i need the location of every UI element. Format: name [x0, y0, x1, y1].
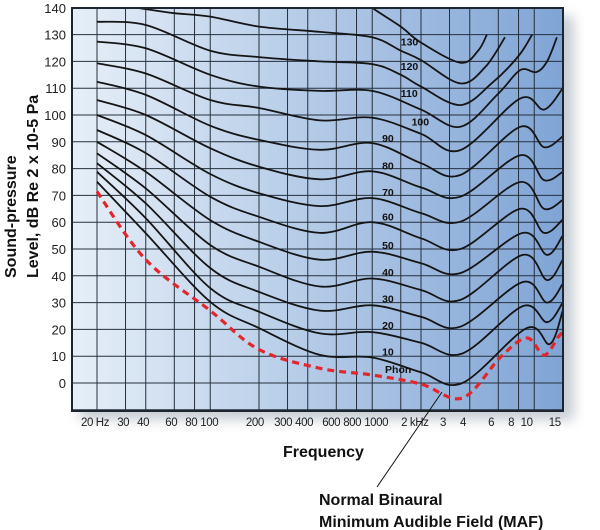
phon-label-80: 80 — [382, 161, 394, 173]
x-tick-label: 800 — [343, 417, 361, 429]
x-tick-label: 1000 — [364, 417, 388, 429]
y-tick-label: 120 — [44, 54, 66, 69]
x-tick-label: 100 — [200, 417, 218, 429]
y-tick-label: 10 — [52, 349, 66, 364]
phon-labels: 130 120 110 100 90 80 70 60 50 40 30 20 10 Phon — [382, 37, 429, 376]
phon-curve-110 — [96, 36, 558, 128]
phon-label-120: 120 — [401, 61, 419, 73]
y-tick-label: 40 — [52, 269, 66, 284]
y-tick-label: 60 — [52, 215, 66, 230]
phon-unit-label: Phon — [385, 364, 411, 376]
phon-curve-10 — [96, 181, 563, 386]
x-axis-title: Frequency — [283, 444, 364, 461]
phon-label-40: 40 — [382, 267, 394, 279]
y-tick-label: 80 — [52, 162, 66, 177]
maf-leader-line — [376, 391, 443, 488]
phon-label-10: 10 — [382, 347, 394, 359]
y-tick-label: 30 — [52, 296, 66, 311]
phon-curve-40 — [96, 152, 563, 303]
y-tick-labels: 0 10 20 30 40 50 60 70 80 90 100 110 120 130 140 — [44, 1, 66, 391]
x-tick-label: 30 — [117, 417, 129, 429]
x-tick-label: 10 — [521, 417, 533, 429]
phon-curve-30 — [96, 162, 563, 330]
x-tick-label: 60 — [165, 417, 177, 429]
x-tick-label: 20 Hz — [81, 417, 110, 429]
x-tick-label: 15 — [549, 417, 561, 429]
y-tick-label: 130 — [44, 28, 66, 43]
x-tick-label: 300 — [274, 417, 292, 429]
phon-label-130: 130 — [401, 37, 419, 49]
phon-label-30: 30 — [382, 294, 394, 306]
y-axis-title-line-2: Level, dB Re 2 x 10-5 Pa — [25, 95, 42, 278]
y-axis-title-line-1: Sound-pressure — [3, 155, 20, 278]
phon-label-110: 110 — [401, 88, 418, 100]
maf-annotation-line-2: Minimum Audible Field (MAF) — [319, 514, 543, 530]
x-tick-label: 8 — [508, 417, 514, 429]
x-tick-label: 40 — [137, 417, 149, 429]
phon-curve-120 — [96, 20, 533, 107]
x-tick-label: 400 — [295, 417, 313, 429]
x-tick-label: 200 — [246, 417, 264, 429]
grid — [72, 7, 564, 411]
phon-curve-50 — [96, 141, 563, 276]
phon-curve-130 — [132, 8, 506, 85]
phon-curve-70 — [96, 114, 563, 224]
y-tick-label: 50 — [52, 242, 66, 257]
phon-curve-60 — [96, 129, 563, 252]
phon-curves — [95, 8, 563, 401]
y-tick-label: 140 — [44, 1, 66, 16]
y-tick-label: 90 — [52, 135, 66, 150]
phon-label-20: 20 — [382, 320, 394, 332]
phon-curve-80 — [96, 99, 563, 200]
phon-label-90: 90 — [382, 133, 394, 145]
y-tick-label: 100 — [44, 108, 66, 123]
x-tick-label: 3 — [440, 417, 446, 429]
plot-frame — [71, 7, 564, 412]
phon-label-100: 100 — [412, 117, 430, 129]
y-tick-label: 0 — [59, 376, 66, 391]
phon-label-70: 70 — [382, 187, 394, 199]
x-tick-label: 80 — [185, 417, 197, 429]
x-tick-label: 4 — [460, 417, 467, 429]
phon-curve-90 — [96, 80, 563, 178]
x-tick-label: 600 — [322, 417, 340, 429]
x-tick-label: 6 — [488, 417, 494, 429]
phon-label-50: 50 — [382, 240, 394, 252]
phon-curve-140 — [370, 8, 488, 64]
maf-annotation-line-1: Normal Binaural — [319, 492, 443, 509]
phon-label-60: 60 — [382, 211, 394, 223]
y-tick-label: 70 — [52, 188, 66, 203]
y-tick-label: 20 — [52, 322, 66, 337]
maf-curve — [95, 190, 563, 401]
phon-curve-20 — [96, 171, 563, 356]
y-tick-label: 110 — [45, 81, 66, 96]
phon-curve-100 — [96, 62, 563, 153]
x-tick-label: 2 kHz — [401, 417, 429, 429]
